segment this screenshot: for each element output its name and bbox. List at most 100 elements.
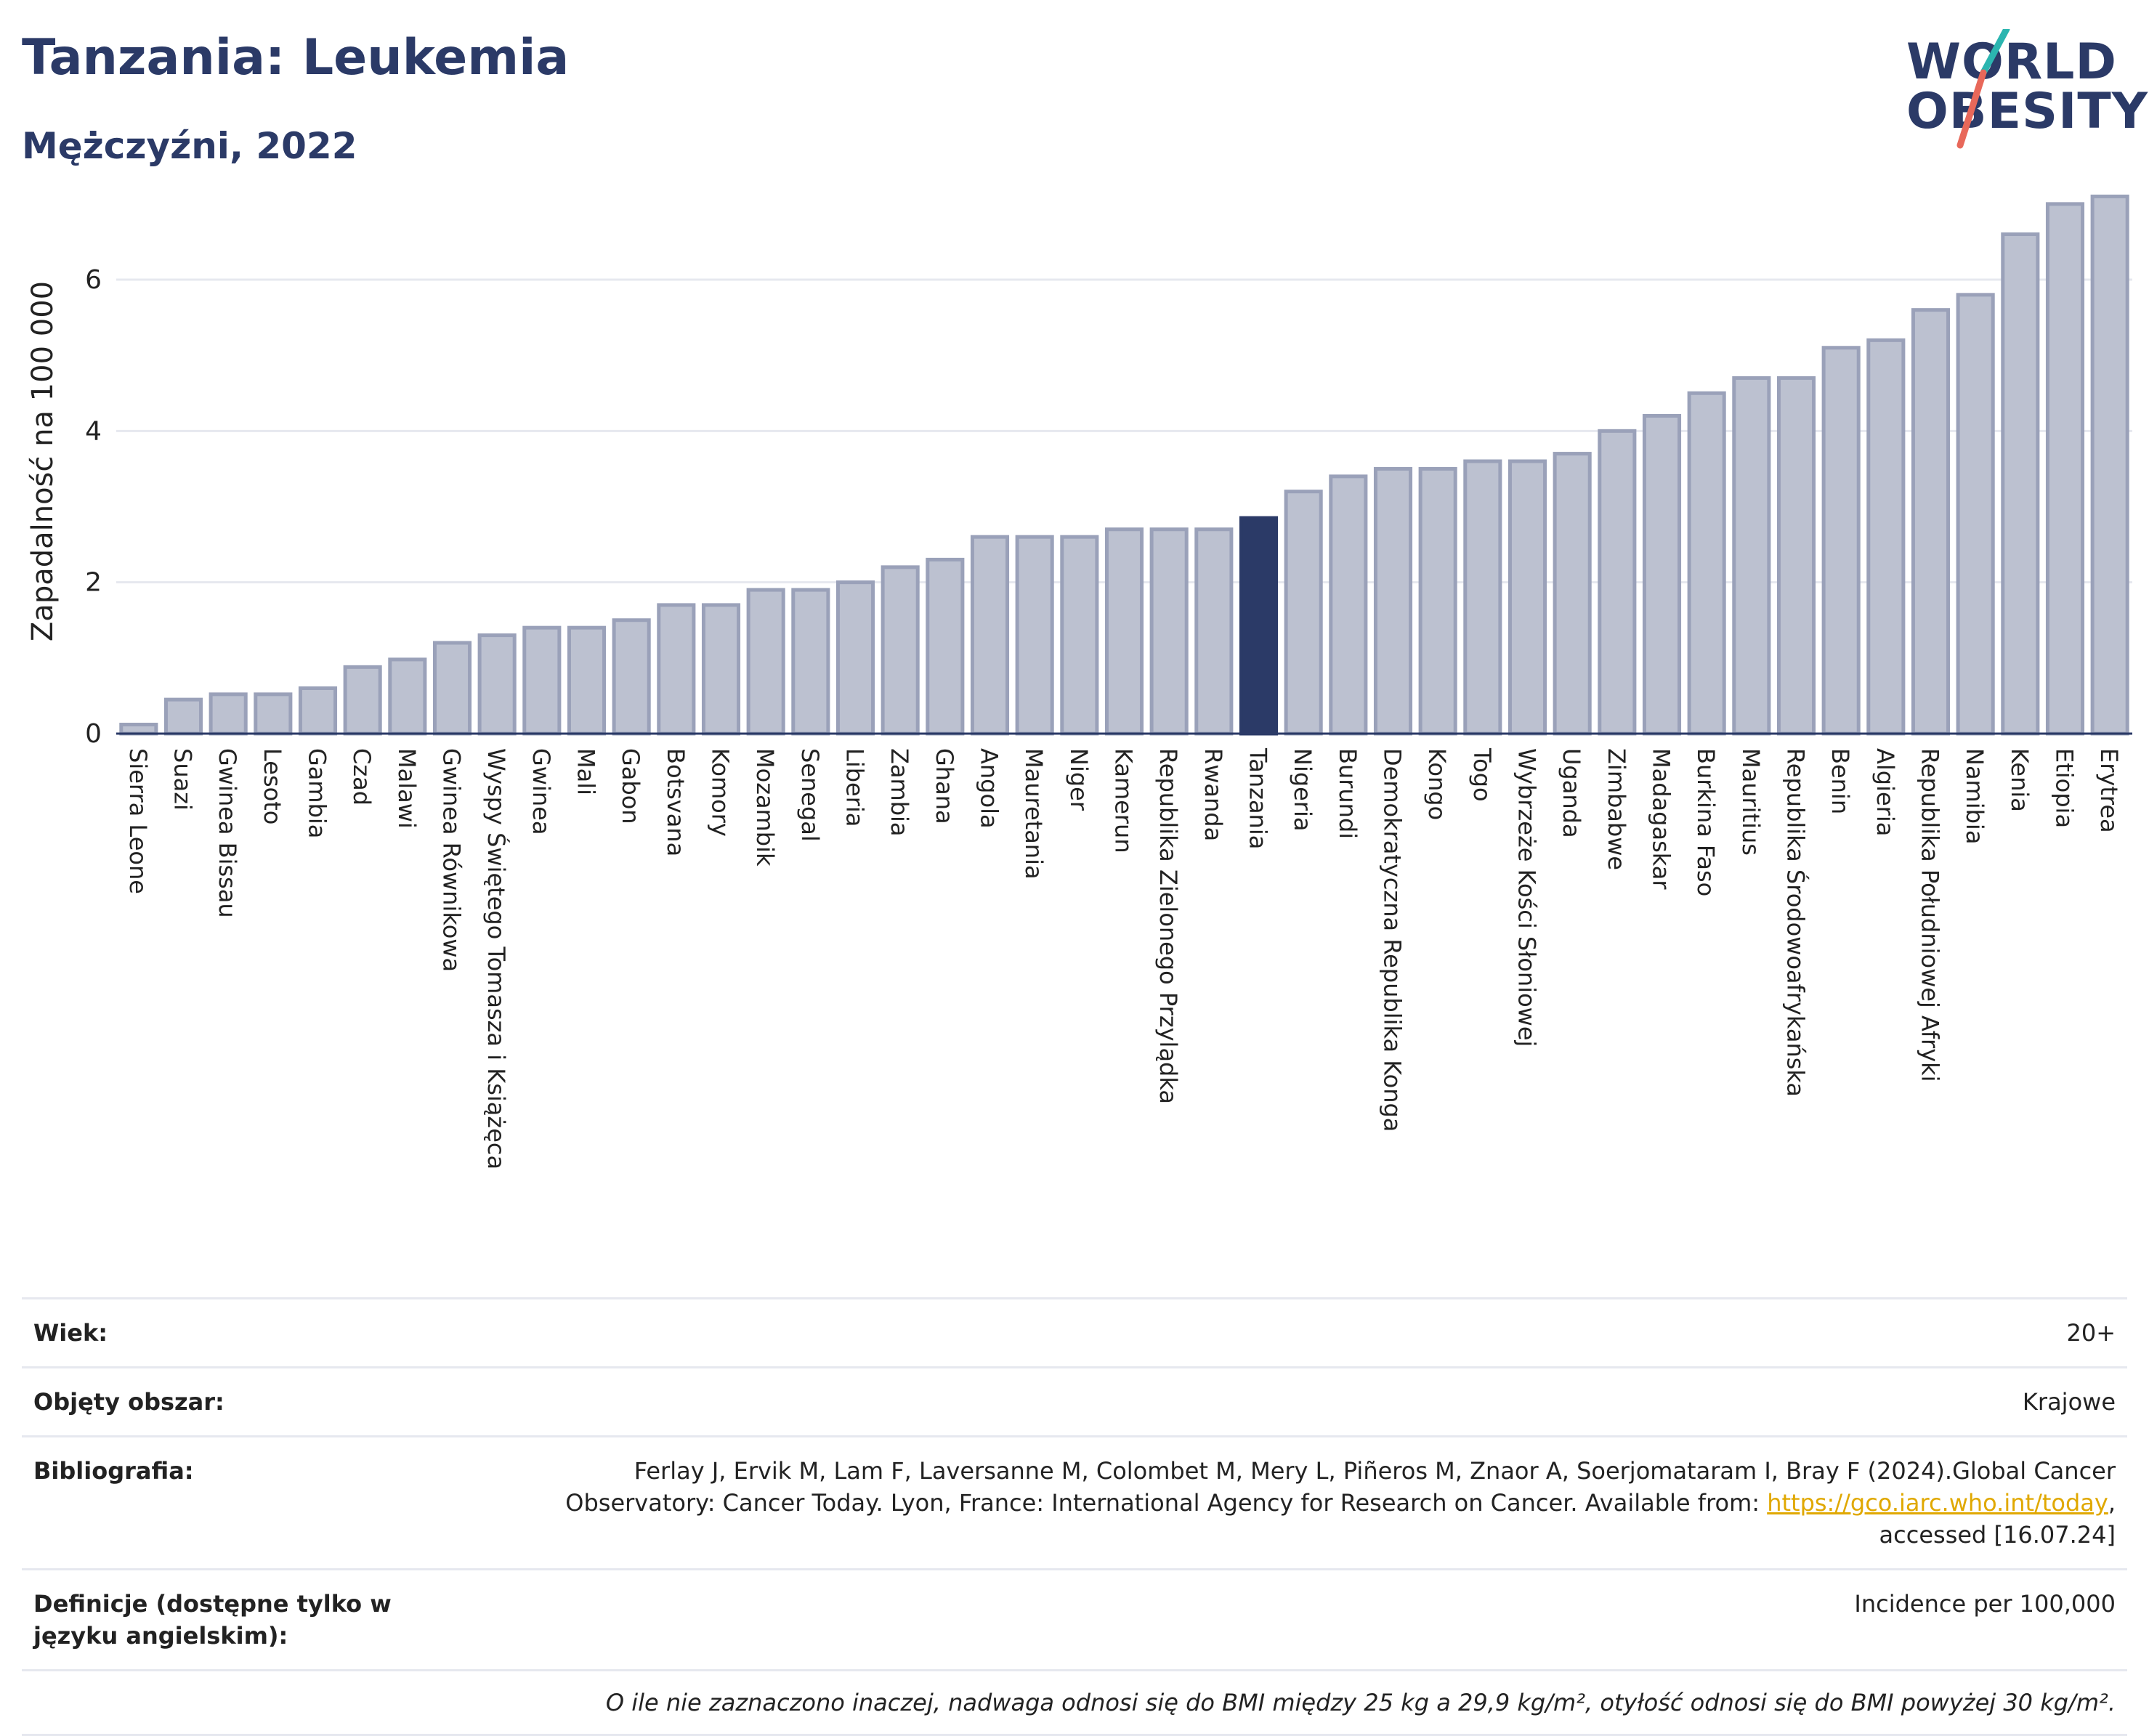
x-tick-label: Tanzania <box>1245 747 1272 849</box>
bar-42 <box>2001 232 2040 736</box>
bar-30 <box>1463 459 1502 736</box>
bar-35 <box>1687 391 1726 736</box>
y-tick-label: 6 <box>85 265 102 295</box>
bar-29 <box>1418 466 1457 736</box>
x-tick-label: Gwinea Bissau <box>214 748 241 918</box>
x-tick-label: Gwinea Równikowa <box>438 748 466 972</box>
x-tick-label: Wybrzeże Kości Słoniowej <box>1513 748 1541 1047</box>
meta-bib-label: Bibliografia: <box>33 1457 194 1485</box>
bar-9 <box>522 625 562 736</box>
x-tick-label: Nigeria <box>1289 748 1316 831</box>
bar-27 <box>1329 474 1368 736</box>
x-tick-label: Etiopia <box>2051 748 2079 828</box>
y-tick-label: 4 <box>85 416 102 446</box>
bar-8 <box>477 633 517 736</box>
bar-5 <box>343 665 382 736</box>
bar-2 <box>209 692 248 736</box>
meta-row-note: O ile nie zaznaczono inaczej, nadwaga od… <box>22 1669 2127 1736</box>
meta-area-label: Objęty obszar: <box>33 1388 224 1416</box>
x-tick-label: Mauritius <box>1737 748 1765 856</box>
x-tick-label: Benin <box>1826 748 1854 814</box>
x-tick-label: Kamerun <box>1110 748 1138 853</box>
bar-26 <box>1284 490 1323 736</box>
bib-tail: , accessed [16.07.24] <box>1879 1489 2116 1549</box>
bar-25 <box>1239 516 1279 736</box>
x-tick-label: Malawi <box>393 748 421 829</box>
bar-41 <box>1956 293 1995 736</box>
meta-bib-value: Ferlay J, Ervik M, Lam F, Laversanne M, … <box>517 1455 2116 1551</box>
x-tick-label: Czad <box>348 748 376 806</box>
bar-0 <box>119 723 158 736</box>
bar-28 <box>1373 466 1413 736</box>
x-tick-label: Suazi <box>169 748 197 811</box>
x-tick-label: Algieria <box>1871 748 1899 836</box>
bar-31 <box>1507 459 1547 736</box>
logo-slash-icon <box>1956 29 2010 149</box>
x-tick-label: Mali <box>572 748 600 795</box>
x-tick-label: Zimbabwe <box>1603 748 1630 870</box>
meta-age-label: Wiek: <box>33 1319 108 1347</box>
x-tick-label: Rwanda <box>1199 748 1227 841</box>
bar-34 <box>1642 414 1682 736</box>
bar-chart: 0 2 4 6 Zapadalność na 100 000 Sierra Leone Su… <box>26 194 2132 1169</box>
bar-36 <box>1732 376 1771 736</box>
bar-21 <box>1060 535 1099 736</box>
meta-row-age: Wiek: 20+ <box>22 1297 2127 1366</box>
logo-line-1: WORLD <box>1906 33 2117 91</box>
bib-link[interactable]: https://gco.iarc.who.int/today <box>1767 1489 2108 1517</box>
x-tick-label: Madagaskar <box>1648 748 1675 890</box>
bib-text: Ferlay J, Ervik M, Lam F, Laversanne M, … <box>565 1457 2116 1517</box>
bar-4 <box>298 686 338 736</box>
x-tick-label: Komory <box>707 748 734 837</box>
bar-17 <box>881 565 920 736</box>
bar-33 <box>1598 429 1637 736</box>
bar-6 <box>388 657 427 736</box>
x-tick-label: Burundi <box>1334 748 1361 839</box>
bar-43 <box>2045 202 2085 736</box>
x-tick-label: Ghana <box>931 748 958 824</box>
x-tick-label: Liberia <box>841 748 869 827</box>
x-tick-label: Kenia <box>2006 748 2033 812</box>
meta-row-definitions: Definicje (dostępne tylko w języku angie… <box>22 1568 2127 1669</box>
x-tick-label: Republika Południowej Afryki <box>1917 748 1944 1082</box>
bar-23 <box>1149 527 1189 736</box>
x-tick-label: Zambia <box>886 748 913 837</box>
page-title: Tanzania: Leukemia <box>22 29 570 86</box>
bar-7 <box>432 641 472 736</box>
bar-3 <box>254 692 293 736</box>
meta-def-value: Incidence per 100,000 <box>1854 1590 2116 1618</box>
x-tick-label: Burkina Faso <box>1692 748 1720 896</box>
y-axis-label: Zapadalność na 100 000 <box>26 281 60 641</box>
meta-age-value: 20+ <box>2066 1319 2116 1347</box>
bar-12 <box>657 603 696 736</box>
x-tick-label: Niger <box>1065 748 1093 811</box>
bar-1 <box>163 697 203 736</box>
x-tick-label: Erytrea <box>2095 748 2123 833</box>
metadata-table: Wiek: 20+ Objęty obszar: Krajowe Bibliog… <box>22 1297 2127 1736</box>
x-tick-label: Sierra Leone <box>124 748 152 894</box>
x-tick-label: Kongo <box>1423 748 1451 820</box>
bar-24 <box>1194 527 1234 736</box>
x-tick-label: Botsvana <box>662 748 689 856</box>
x-tick-label: Togo <box>1468 747 1496 802</box>
bar-16 <box>835 580 875 736</box>
bar-10 <box>567 625 607 736</box>
x-tick-label: Mozambik <box>751 748 779 867</box>
page-subtitle: Mężczyźni, 2022 <box>22 125 357 167</box>
x-tick-label: Gabon <box>617 748 644 824</box>
meta-row-bibliography: Bibliografia: Ferlay J, Ervik M, Lam F, … <box>22 1435 2127 1568</box>
meta-row-area: Objęty obszar: Krajowe <box>22 1366 2127 1435</box>
bar-37 <box>1776 376 1816 736</box>
x-tick-label: Lesoto <box>259 748 286 824</box>
bar-15 <box>791 588 830 736</box>
bar-11 <box>612 618 651 736</box>
x-tick-label: Republika Środowoafrykańska <box>1782 748 1810 1097</box>
bar-32 <box>1553 452 1592 736</box>
x-tick-label: Uganda <box>1558 748 1585 838</box>
x-tick-label: Senegal <box>796 748 824 842</box>
logo-line-2: OBESITY <box>1906 83 2148 140</box>
meta-def-label: Definicje (dostępne tylko w języku angie… <box>33 1590 392 1650</box>
meta-note: O ile nie zaznaczono inaczej, nadwaga od… <box>605 1689 2116 1716</box>
bar-39 <box>1866 338 1906 736</box>
bar-40 <box>1911 308 1951 736</box>
